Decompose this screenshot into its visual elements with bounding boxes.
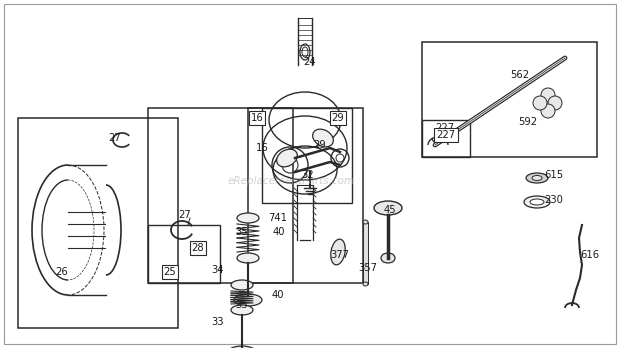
Text: 33: 33 — [212, 317, 224, 327]
Text: 28: 28 — [192, 243, 205, 253]
Circle shape — [548, 96, 562, 110]
Bar — [148, 108, 293, 283]
Ellipse shape — [330, 239, 345, 265]
Circle shape — [541, 88, 555, 102]
Bar — [422, 42, 597, 157]
Text: 615: 615 — [544, 170, 564, 180]
Ellipse shape — [526, 173, 548, 183]
Bar — [148, 225, 220, 283]
Text: 34: 34 — [212, 265, 224, 275]
Text: 35: 35 — [236, 227, 249, 237]
Bar — [422, 120, 470, 157]
Ellipse shape — [312, 129, 334, 147]
Text: 25: 25 — [164, 267, 176, 277]
Ellipse shape — [524, 196, 550, 208]
Bar — [363, 222, 368, 284]
Ellipse shape — [231, 280, 253, 290]
Text: 26: 26 — [56, 267, 68, 277]
Ellipse shape — [277, 149, 298, 167]
Text: 40: 40 — [273, 227, 285, 237]
Ellipse shape — [228, 346, 256, 348]
Ellipse shape — [532, 175, 542, 181]
Text: 741: 741 — [268, 213, 288, 223]
Text: 24: 24 — [304, 57, 316, 67]
Ellipse shape — [530, 199, 544, 205]
Bar — [248, 108, 363, 283]
Ellipse shape — [363, 220, 368, 224]
Text: 616: 616 — [580, 250, 600, 260]
Circle shape — [541, 104, 555, 118]
Text: 16: 16 — [255, 143, 268, 153]
Bar — [18, 118, 178, 328]
Text: 28: 28 — [192, 243, 205, 253]
Ellipse shape — [374, 201, 402, 215]
Text: 230: 230 — [544, 195, 564, 205]
Text: 357: 357 — [358, 263, 378, 273]
Text: 25: 25 — [164, 267, 176, 277]
Text: eReplacementParts.com: eReplacementParts.com — [228, 176, 355, 186]
Text: 562: 562 — [510, 70, 529, 80]
Ellipse shape — [381, 253, 395, 263]
Text: 227: 227 — [435, 123, 454, 133]
Text: 40: 40 — [272, 290, 284, 300]
Text: 27: 27 — [179, 210, 192, 220]
Text: 27: 27 — [108, 133, 122, 143]
Text: 45: 45 — [384, 205, 396, 215]
Text: 377: 377 — [330, 250, 350, 260]
Text: 16: 16 — [250, 113, 264, 123]
Ellipse shape — [234, 294, 262, 306]
Text: 29: 29 — [332, 113, 344, 123]
Text: 32: 32 — [302, 170, 314, 180]
Text: 29: 29 — [314, 140, 326, 150]
Text: 35: 35 — [236, 300, 249, 310]
Ellipse shape — [363, 282, 368, 286]
Circle shape — [533, 96, 547, 110]
Ellipse shape — [237, 213, 259, 223]
Text: 227: 227 — [436, 130, 456, 140]
Ellipse shape — [231, 305, 253, 315]
Ellipse shape — [237, 253, 259, 263]
Text: 592: 592 — [518, 117, 538, 127]
Bar — [262, 108, 352, 203]
